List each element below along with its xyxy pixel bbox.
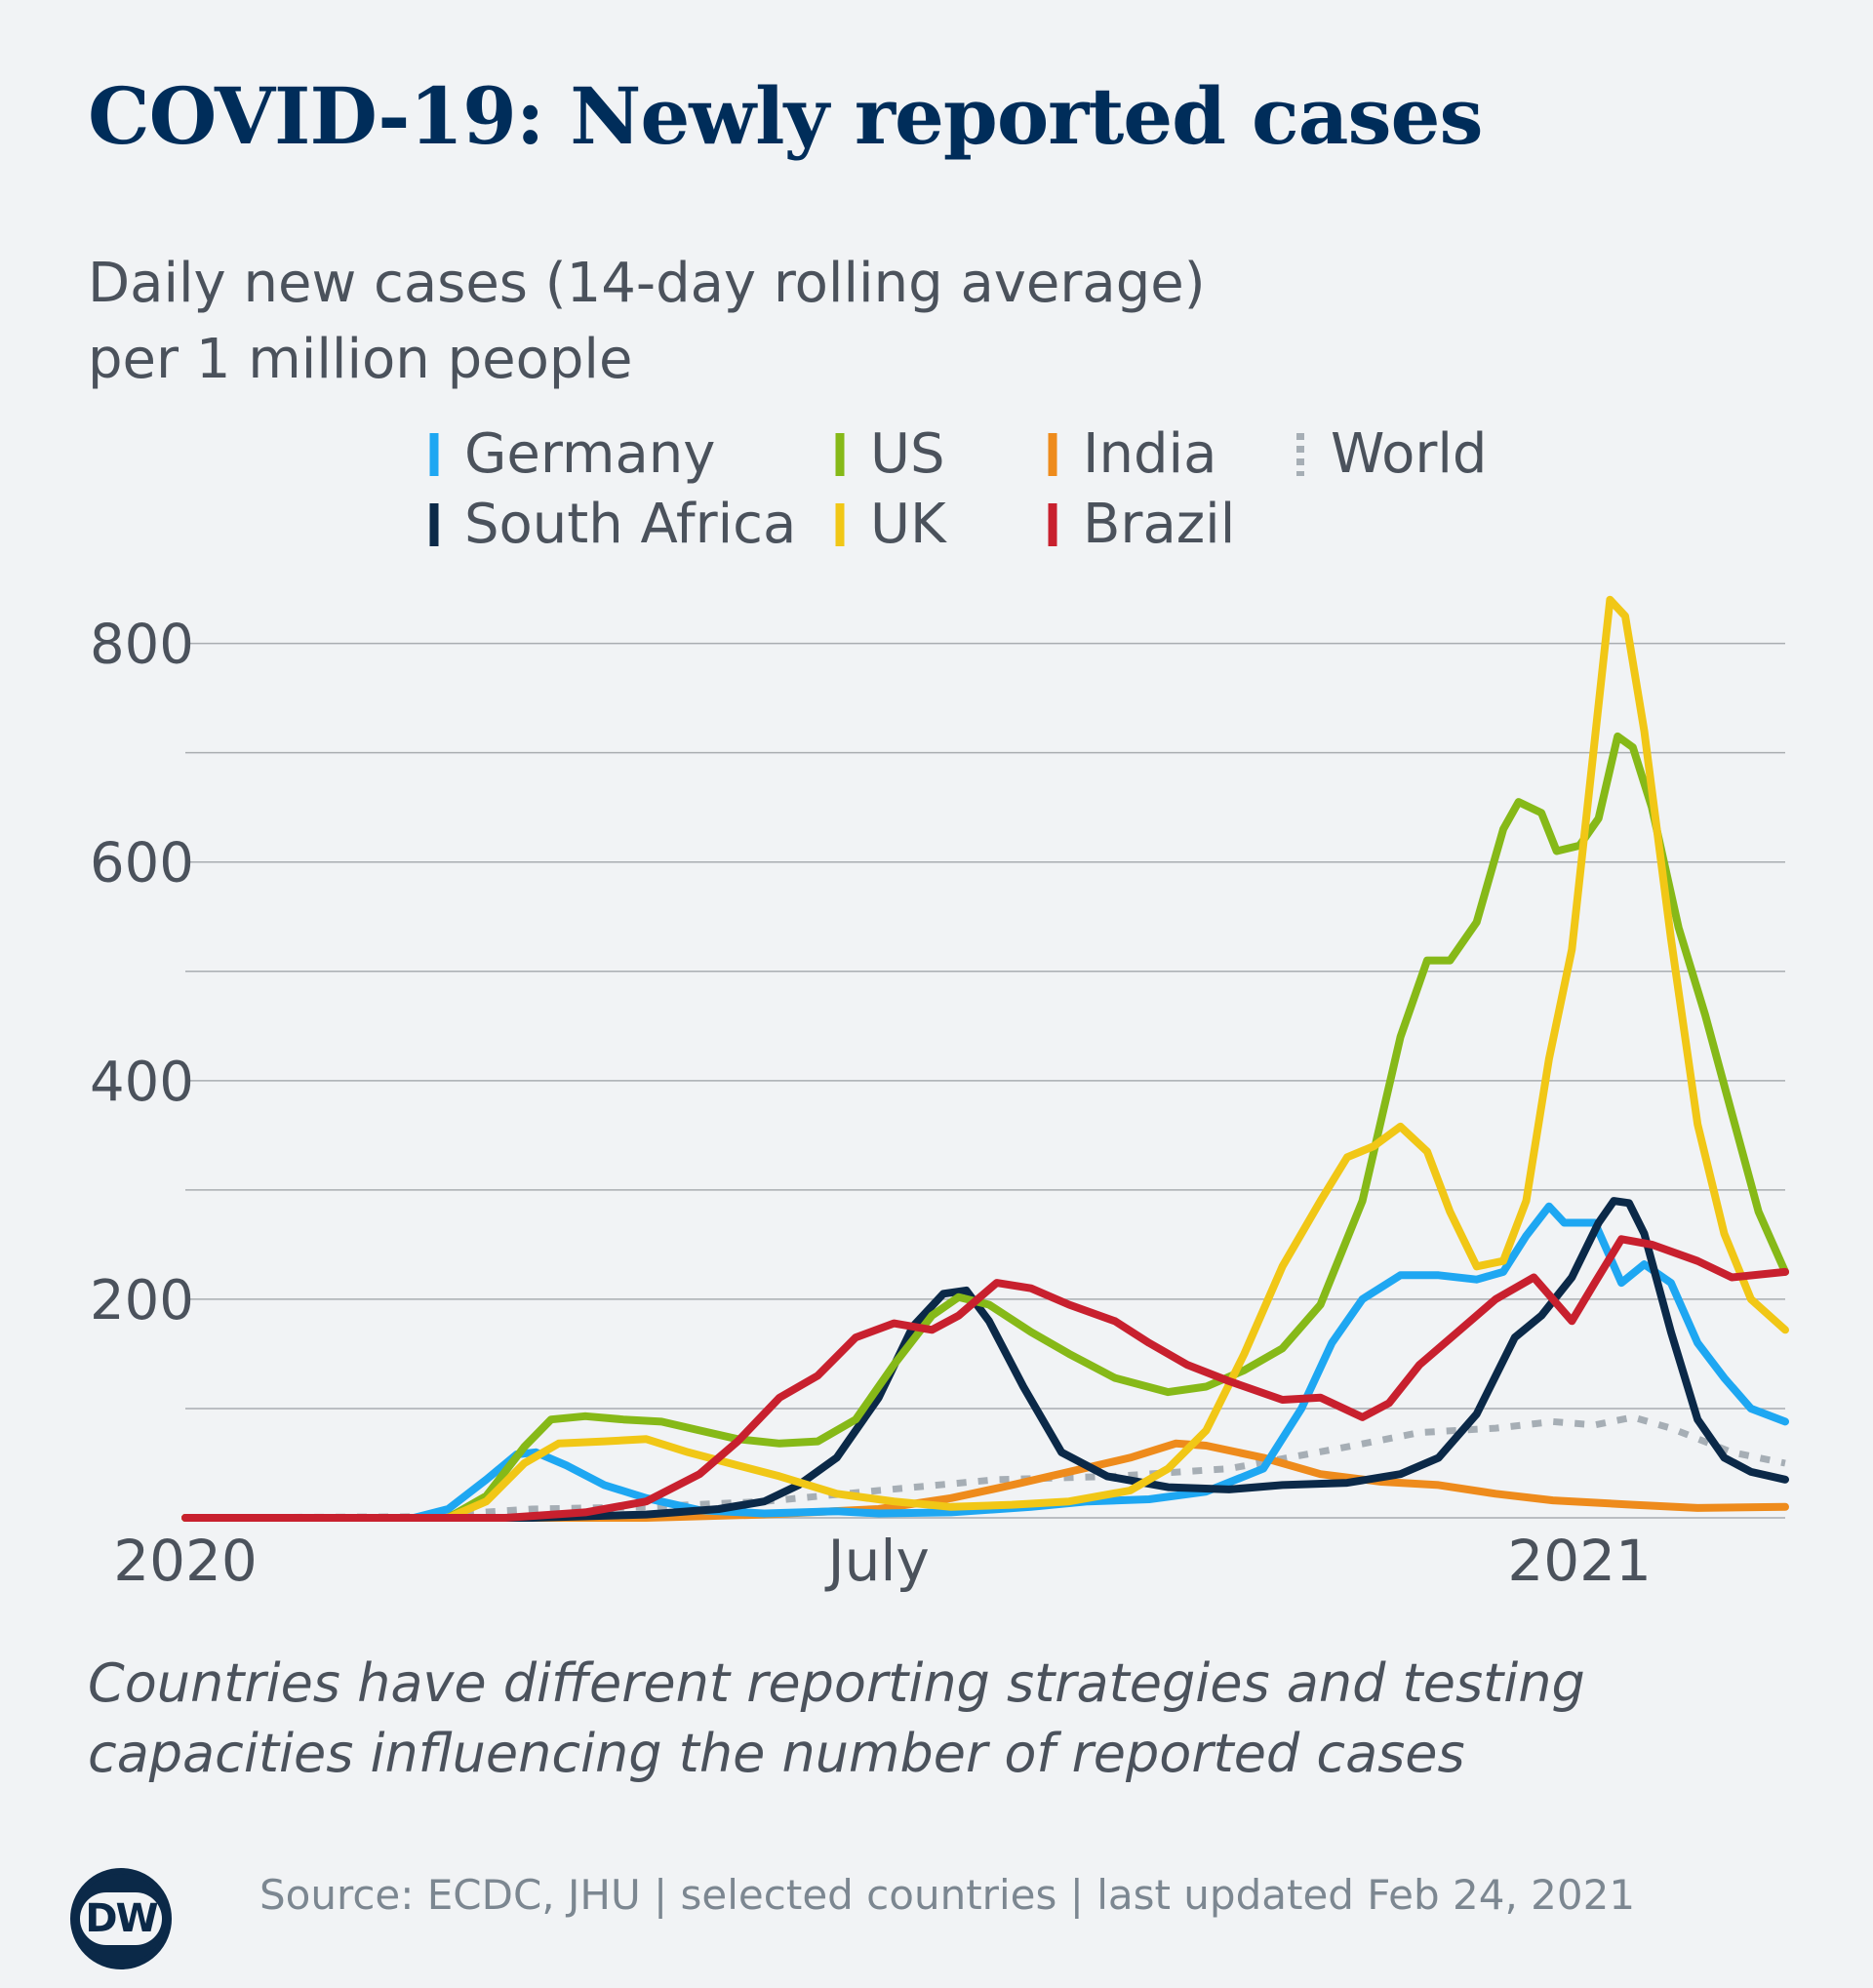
x-tick-label-2021: 2021 xyxy=(1507,1528,1652,1594)
series-line-us xyxy=(181,732,1789,1522)
footnote-line-2: capacities influencing the number of rep… xyxy=(88,1723,1465,1784)
series-lines xyxy=(181,595,1789,1522)
series-line-uk xyxy=(181,595,1789,1522)
series-line-germany xyxy=(181,1202,1789,1522)
legend-label-brazil: Brazil xyxy=(1083,493,1235,556)
x-axis-ticks: 2020 July 2021 xyxy=(113,1528,1652,1594)
subtitle-line-2: per 1 million people xyxy=(88,328,633,391)
dw-logo: DW xyxy=(70,1868,172,1969)
legend-label-world: World xyxy=(1331,422,1487,486)
footnote-line-1: Countries have different reporting strat… xyxy=(88,1652,1585,1714)
y-tick-label-800: 800 xyxy=(90,614,194,677)
legend-label-us: US xyxy=(870,422,945,486)
y-tick-label-600: 600 xyxy=(90,832,194,895)
series-line-world xyxy=(184,1413,1786,1522)
legend-label-india: India xyxy=(1083,422,1216,486)
footnote: Countries have different reporting strat… xyxy=(88,1649,1585,1789)
chart-title: COVID-19: Newly reported cases xyxy=(88,70,1483,162)
series-line-brazil xyxy=(181,1235,1789,1522)
legend: Germany US India World South Africa UK Brazil xyxy=(429,422,1487,556)
x-tick-label-2020: 2020 xyxy=(113,1528,258,1594)
series-line-south-africa xyxy=(181,1197,1789,1522)
y-tick-label-400: 400 xyxy=(90,1051,194,1114)
legend-label-germany: Germany xyxy=(464,422,715,486)
y-axis-ticks: 200 400 600 800 xyxy=(90,614,194,1332)
y-tick-label-200: 200 xyxy=(90,1269,194,1332)
legend-label-uk: UK xyxy=(870,493,947,556)
chart-subtitle: Daily new cases (14-day rolling average)… xyxy=(88,246,1206,398)
subtitle-line-1: Daily new cases (14-day rolling average) xyxy=(88,252,1206,315)
legend-label-south-africa: South Africa xyxy=(464,493,796,556)
x-tick-label-july: July xyxy=(825,1528,930,1594)
source-text: Source: ECDC, JHU | selected countries |… xyxy=(259,1871,1636,1919)
dw-logo-text: DW xyxy=(80,1892,162,1945)
series-line-india xyxy=(181,1439,1789,1522)
